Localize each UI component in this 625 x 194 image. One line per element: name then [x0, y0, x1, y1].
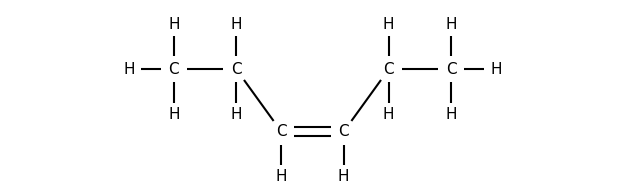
Text: H: H: [168, 17, 179, 32]
Text: H: H: [383, 17, 394, 32]
Text: C: C: [231, 62, 242, 77]
Text: H: H: [168, 107, 179, 122]
Text: C: C: [338, 124, 349, 139]
Text: C: C: [383, 62, 394, 77]
Text: H: H: [338, 169, 349, 184]
Text: H: H: [383, 107, 394, 122]
Text: C: C: [276, 124, 287, 139]
Text: C: C: [446, 62, 456, 77]
Text: H: H: [446, 107, 457, 122]
Text: H: H: [446, 17, 457, 32]
Text: H: H: [276, 169, 287, 184]
Text: H: H: [231, 17, 242, 32]
Text: H: H: [123, 62, 134, 77]
Text: H: H: [491, 62, 502, 77]
Text: H: H: [231, 107, 242, 122]
Text: C: C: [169, 62, 179, 77]
